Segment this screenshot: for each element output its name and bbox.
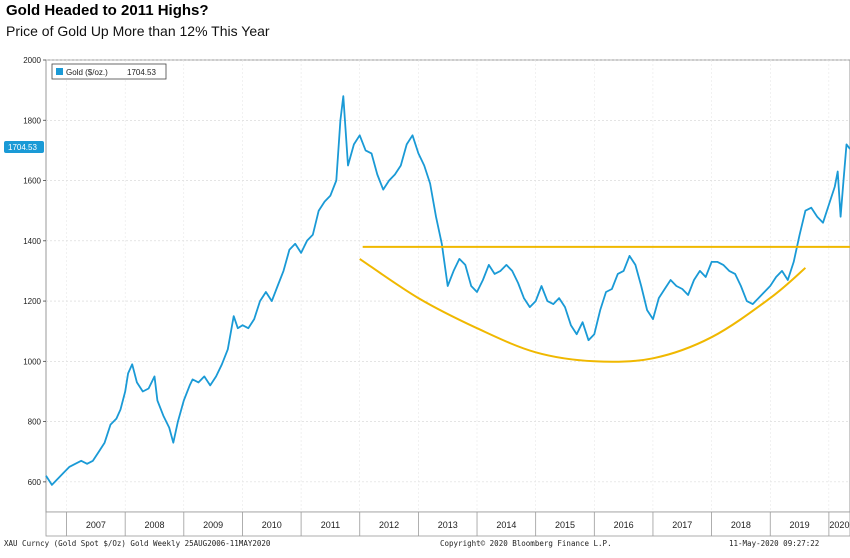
footer-copyright: Copyright© 2020 Bloomberg Finance L.P. — [440, 539, 612, 548]
x-tick-label: 2020 — [829, 520, 849, 530]
y-tick-label: 2000 — [23, 56, 41, 65]
x-tick-label: 2010 — [262, 520, 282, 530]
y-tick-label: 1400 — [23, 237, 41, 246]
y-tick-label: 1800 — [23, 116, 41, 125]
x-axis-frame — [45, 511, 850, 537]
last-value-label: 1704.53 — [8, 143, 37, 152]
legend-label: Gold ($/oz.) — [66, 68, 108, 77]
x-tick-label: 2019 — [790, 520, 810, 530]
legend-box: Gold ($/oz.) 1704.53 — [51, 63, 167, 80]
x-tick-label: 2009 — [203, 520, 223, 530]
page-title: Gold Headed to 2011 Highs? — [6, 2, 209, 19]
rounded-bottom-arc — [359, 258, 807, 363]
x-tick-label: 2008 — [144, 520, 164, 530]
x-tick-label: 2016 — [614, 520, 634, 530]
x-tick-label: 2018 — [731, 520, 751, 530]
x-axis-band: 2007 2008 2009 2010 2011 2012 2013 2014 2015 2016… — [45, 60, 850, 537]
x-tick-label: 2014 — [496, 520, 516, 530]
y-axis: 600 800 1000 1200 1400 1600 1800 2000 — [23, 56, 850, 487]
x-tick-label: 2013 — [438, 520, 458, 530]
x-tick-label: 2012 — [379, 520, 399, 530]
x-tick-label: 2011 — [321, 520, 340, 530]
y-tick-label: 600 — [28, 478, 42, 487]
y-tick-label: 1000 — [23, 357, 41, 366]
legend-value: 1704.53 — [127, 68, 156, 77]
gold-price-line — [45, 95, 850, 486]
x-tick-label: 2017 — [672, 520, 692, 530]
legend-swatch — [56, 68, 63, 75]
x-tick-label: 2015 — [555, 520, 575, 530]
y-tick-label: 1600 — [23, 177, 41, 186]
y-tick-label: 800 — [28, 418, 42, 427]
page-subtitle: Price of Gold Up More than 12% This Year — [6, 23, 270, 39]
y-tick-label: 1200 — [23, 297, 41, 306]
x-tick-label: 2007 — [86, 520, 106, 530]
last-value-badge: 1704.53 — [4, 141, 44, 153]
footer-source: XAU Curncy (Gold Spot $/Oz) Gold Weekly … — [4, 539, 271, 548]
footer-timestamp: 11-May-2020 09:27:22 — [729, 539, 819, 548]
